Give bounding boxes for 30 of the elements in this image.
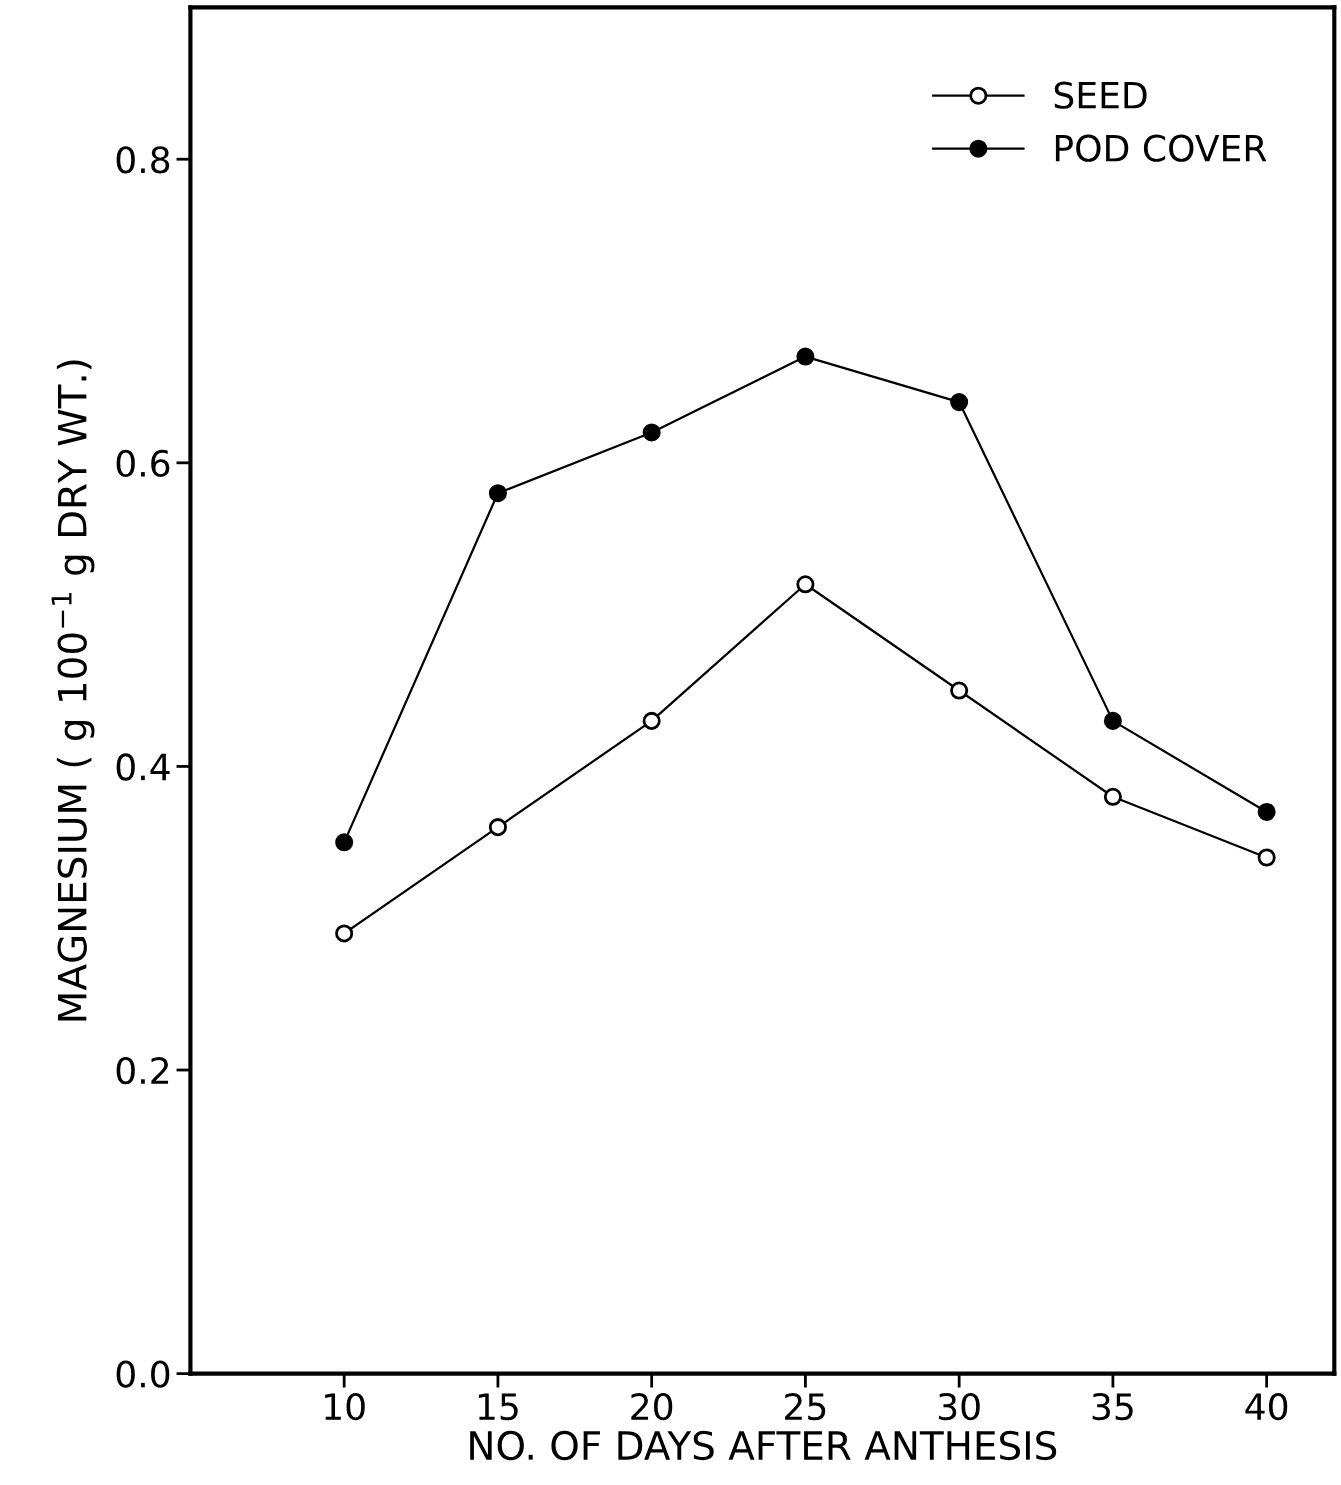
point: [488, 484, 507, 503]
point: [642, 423, 661, 442]
point: [796, 347, 815, 366]
x-tick-label: 25: [785, 1393, 826, 1421]
point: [1103, 787, 1122, 806]
point: [1103, 711, 1122, 730]
x-tick-label: 20: [631, 1393, 673, 1421]
y-tick-label: 0.8: [116, 146, 170, 174]
y-tick-label: 0.2: [116, 1056, 169, 1085]
legend-label: SEED: [1054, 81, 1147, 109]
x-tick-label: 30: [938, 1393, 980, 1421]
y-axis-title: MAGNESIUM ( g 100$^{−1}$ g DRY WT.): [51, 360, 95, 1021]
point: [335, 833, 354, 852]
x-tick-label: 35: [1092, 1393, 1133, 1421]
x-axis-title: NO. OF DAYS AFTER ANTHESIS: [470, 1430, 1057, 1461]
x-tick-label: 10: [325, 1393, 365, 1421]
y-tick-label: 0.0: [116, 1360, 170, 1388]
point: [1257, 848, 1276, 867]
point: [335, 924, 354, 943]
legend-label: POD COVER: [1055, 134, 1267, 162]
x-tick-label: 15: [478, 1393, 518, 1421]
point: [488, 818, 507, 837]
y-tick-label: 0.6: [116, 449, 170, 478]
y-tick-label: 0.4: [116, 753, 170, 781]
point: [796, 575, 815, 594]
point: [950, 681, 969, 700]
point: [950, 393, 969, 412]
point: [1257, 802, 1276, 821]
point: [642, 711, 661, 730]
x-tick-label: 40: [1245, 1393, 1288, 1421]
